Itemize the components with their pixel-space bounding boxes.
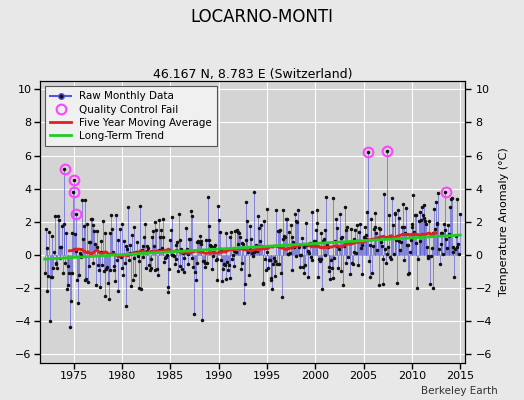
- Text: LOCARNO-MONTI: LOCARNO-MONTI: [191, 8, 333, 26]
- Title: 46.167 N, 8.783 E (Switzerland): 46.167 N, 8.783 E (Switzerland): [152, 68, 352, 81]
- Y-axis label: Temperature Anomaly (°C): Temperature Anomaly (°C): [499, 148, 509, 296]
- Legend: Raw Monthly Data, Quality Control Fail, Five Year Moving Average, Long-Term Tren: Raw Monthly Data, Quality Control Fail, …: [45, 86, 217, 146]
- Text: Berkeley Earth: Berkeley Earth: [421, 386, 498, 396]
